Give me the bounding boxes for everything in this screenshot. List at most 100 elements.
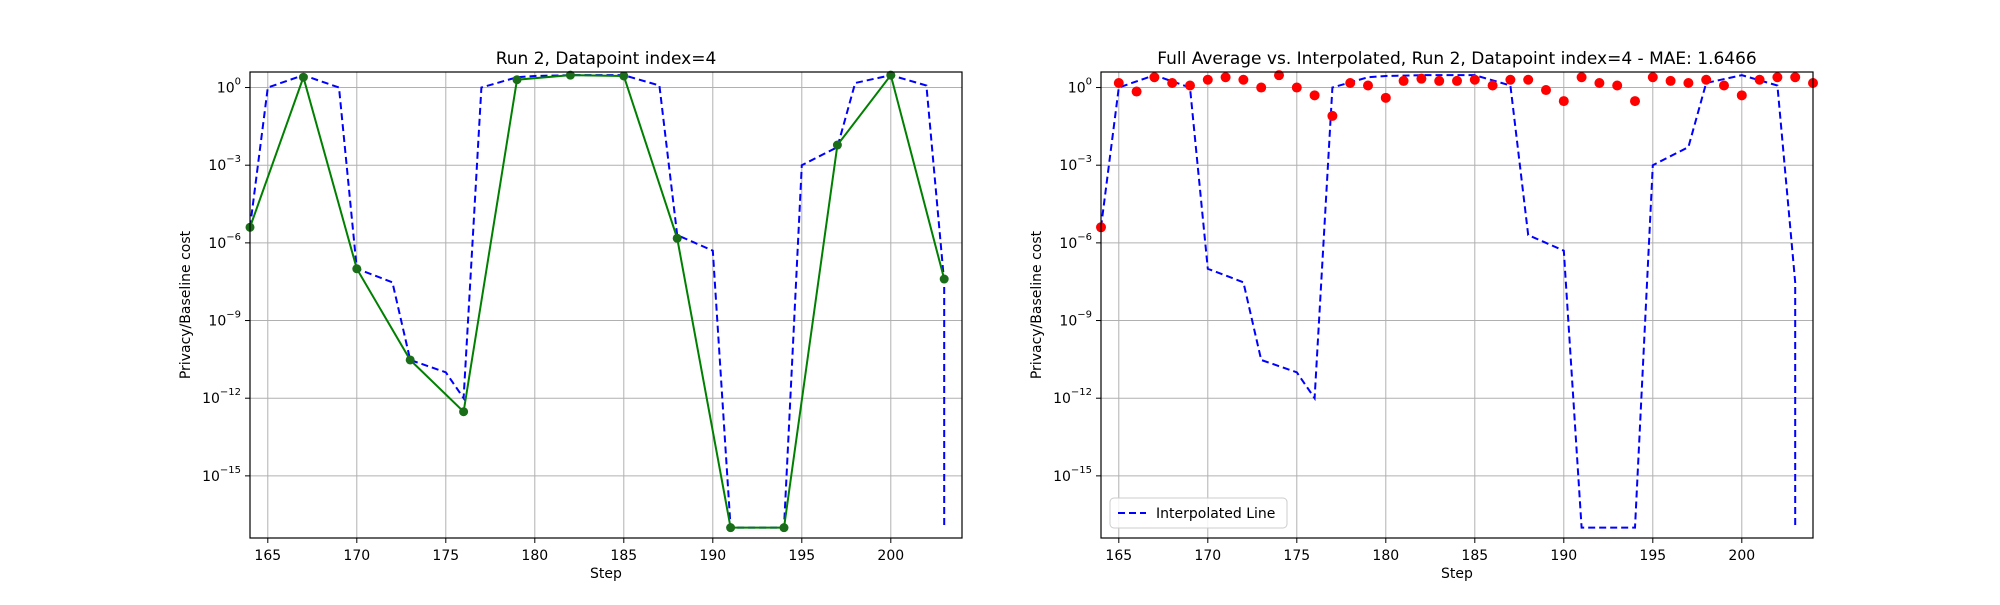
data-point (512, 75, 522, 85)
data-point (886, 70, 896, 80)
plot-area (1101, 74, 1797, 529)
scatter-point (1185, 80, 1195, 91)
legend-label: Interpolated Line (1156, 506, 1275, 522)
data-point (832, 140, 842, 150)
data-point (619, 71, 629, 81)
plot-area (250, 72, 946, 529)
scatter-point (1754, 74, 1765, 85)
legend-box (1109, 497, 1288, 529)
y-tick-exponent: −3 (1077, 154, 1092, 165)
chart-title: Full Average vs. Interpolated, Run 2, Da… (1157, 49, 1757, 69)
scatter-point (1683, 77, 1694, 88)
scatter-point (1309, 90, 1320, 101)
y-tick-base: 10 (1053, 469, 1071, 485)
y-tick-label: 10−12 (1053, 387, 1092, 407)
scatter-point (1576, 72, 1587, 83)
y-tick-exponent: 0 (235, 77, 241, 88)
y-axis-label: Privacy/Baseline cost (1029, 230, 1045, 379)
y-tick-base: 10 (208, 236, 226, 252)
series-line-dashed (1101, 74, 1797, 529)
scatter-point (1202, 74, 1213, 85)
y-tick-base: 10 (1059, 158, 1077, 174)
scatter-point (1416, 73, 1427, 84)
grid-lines (250, 72, 962, 538)
y-tick-base: 10 (1059, 236, 1077, 252)
x-tick-label: 200 (1728, 548, 1755, 564)
y-tick-label: 10−15 (1053, 465, 1092, 485)
scatter-point (1772, 72, 1783, 83)
scatter-point (1736, 90, 1747, 101)
scatter-point (1274, 70, 1284, 81)
data-point (565, 70, 575, 80)
scatter-point (1523, 74, 1534, 85)
scatter-point (1558, 96, 1569, 107)
axes-frame (249, 71, 963, 539)
y-tick-label: 10−3 (208, 154, 241, 174)
y-tick-base: 10 (217, 81, 235, 97)
scatter-point (1469, 74, 1480, 85)
y-tick-exponent: 0 (1086, 77, 1092, 88)
x-tick-label: 190 (699, 548, 726, 564)
y-tick-exponent: −15 (1071, 465, 1092, 476)
x-tick-label: 175 (1283, 548, 1310, 564)
y-tick-base: 10 (1059, 314, 1077, 330)
x-tick-label: 180 (521, 548, 548, 564)
scatter-point (1434, 75, 1445, 86)
y-tick-exponent: −12 (220, 387, 241, 398)
y-tick-base: 10 (202, 391, 220, 407)
data-point (779, 523, 789, 533)
scatter-point (1131, 86, 1142, 97)
scatter-point (1487, 80, 1498, 91)
y-tick-base: 10 (202, 469, 220, 485)
scatter-point (1238, 74, 1249, 85)
data-point (672, 233, 682, 243)
series-line-solid (250, 72, 946, 529)
chart-left: 165 170 175 180 185 190 195 20010010−310−610−91… (178, 49, 963, 582)
scatter-point (1380, 92, 1391, 103)
scatter-point (1363, 80, 1373, 91)
y-tick-base: 10 (1068, 81, 1086, 97)
y-tick-label: 10−9 (208, 310, 241, 330)
y-axis-label: Privacy/Baseline cost (178, 230, 194, 379)
scatter-point (1719, 80, 1729, 91)
y-tick-exponent: −3 (226, 154, 241, 165)
x-tick-label: 170 (343, 548, 370, 564)
legend: Interpolated Line (1109, 497, 1288, 529)
scatter-point (1541, 85, 1551, 96)
data-point (726, 523, 736, 533)
x-tick-label: 190 (1550, 548, 1577, 564)
chart-title: Run 2, Datapoint index=4 (496, 49, 717, 69)
x-tick-label: 165 (254, 548, 281, 564)
y-tick-base: 10 (208, 314, 226, 330)
x-tick-label: 200 (877, 548, 904, 564)
x-tick-label: 195 (1639, 548, 1666, 564)
y-tick-label: 10−9 (1059, 310, 1092, 330)
y-tick-base: 10 (208, 158, 226, 174)
scatter-point (1291, 82, 1302, 93)
scatter-point (1612, 80, 1623, 91)
scatter-point (1452, 75, 1462, 86)
scatter-point (1149, 72, 1160, 83)
y-tick-exponent: −6 (1077, 232, 1092, 243)
scatter-point (1790, 72, 1801, 83)
scatter-point (1594, 77, 1605, 88)
scatter-point (1505, 74, 1516, 85)
scatter-point (1220, 72, 1231, 83)
x-tick-label: 165 (1105, 548, 1132, 564)
y-tick-label: 10−3 (1059, 154, 1092, 174)
y-tick-exponent: −9 (1077, 310, 1092, 321)
x-tick-label: 185 (610, 548, 637, 564)
y-tick-exponent: −9 (226, 310, 241, 321)
scatter-point (1398, 75, 1409, 86)
axes-frame (1100, 71, 1814, 539)
scatter-point (1327, 110, 1338, 121)
scatter-point (1113, 77, 1124, 88)
x-axis-label: Step (1441, 566, 1473, 582)
y-tick-base: 10 (1053, 391, 1071, 407)
y-tick-label: 10−6 (1059, 232, 1092, 252)
data-point (459, 407, 469, 417)
data-point (939, 274, 949, 284)
x-tick-label: 180 (1372, 548, 1399, 564)
